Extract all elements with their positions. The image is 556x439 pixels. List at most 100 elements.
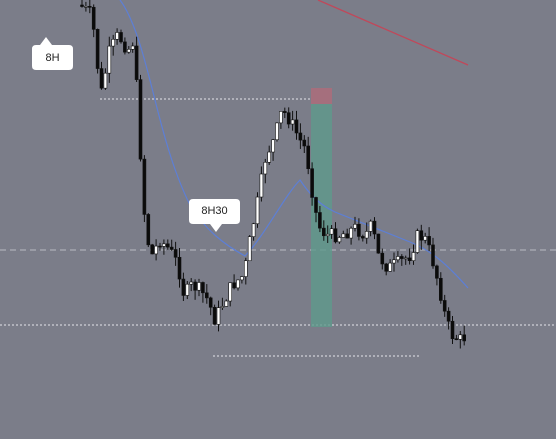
candle-body [240,276,244,281]
candle-body [232,282,236,289]
candle-body [88,6,92,8]
candle-body [329,228,334,235]
candle-body [138,79,143,160]
candle-body [282,111,287,113]
candle-body [411,252,416,261]
candle-body [107,45,112,74]
candle-body [396,256,400,261]
candle-body [333,228,338,243]
candle-body [372,220,377,235]
candle-body [302,139,307,147]
moving-average [119,0,469,289]
candle-body [220,306,225,308]
candle-body [263,161,268,175]
candle-body [423,236,428,241]
candle-body [349,227,353,239]
candles [80,0,467,349]
candle-body [259,173,264,198]
candle-body [450,320,455,340]
candle-body [146,214,151,246]
stop-zone [311,88,332,104]
candle-body [169,246,174,250]
candle-body [251,223,256,237]
candle-body [384,263,389,272]
candle-body [271,139,275,153]
candle-body [399,256,404,259]
candle-body [158,245,162,248]
candle-body [267,151,272,163]
candle-body [306,145,311,169]
candle-body [177,256,182,280]
candle-body [111,38,115,47]
candle-body [360,236,365,239]
candle-body [99,68,104,89]
candle-body [462,334,467,342]
candle-body [130,45,135,50]
candle-body [368,220,373,232]
candle-body [197,282,201,291]
candle-body [193,281,197,291]
candle-body [314,197,318,213]
candle-body [95,29,100,69]
candle-body [236,279,240,289]
candle-body [103,72,108,89]
candle-body [458,334,463,340]
candle-body [255,196,260,225]
candle-body [80,4,84,7]
label-8h: 8H [32,37,73,70]
candle-body [345,233,350,239]
candle-body [142,158,147,215]
candle-body [123,41,127,53]
candle-body [442,300,447,312]
candle-body [380,252,385,265]
candle-body [208,297,213,308]
candle-body [415,230,420,253]
candle-body [134,45,139,80]
candle-body [205,292,209,299]
candle-body [392,259,396,264]
candle-body [454,338,459,341]
candle-body [224,300,229,307]
candle-body [298,132,303,141]
candle-body [419,230,424,241]
candle-body [173,249,178,258]
candle-body [341,233,346,238]
candle-body [325,233,330,237]
candle-body [228,282,232,302]
candle-body [446,310,451,322]
candle-body [84,6,88,8]
candle-body [438,277,443,301]
candle-body [318,212,322,229]
candle-body [403,257,408,260]
label-box [189,199,240,232]
candle-body [357,223,361,237]
candle-body [435,265,439,279]
candle-body [376,233,381,254]
candle-body [247,236,252,262]
candle-body [337,237,342,243]
candle-body [127,49,131,53]
candle-body [201,282,205,294]
candle-body [388,262,392,272]
candle-body [154,245,158,255]
candle-body [91,6,96,30]
candle-body [275,122,279,141]
label-text: 8H30 [201,205,227,217]
candle-body [364,231,369,239]
candle-body [279,111,283,124]
candle-body [294,119,299,134]
label-8h30: 8H30 [189,199,240,232]
candle-body [244,260,248,277]
candle-body [431,244,435,267]
label-text: 8H [45,52,59,64]
candle-body [216,307,221,325]
candle-body [310,168,314,198]
candle-body [119,32,123,43]
candle-body [115,32,119,40]
candle-body [321,227,326,237]
candle-body [353,223,357,229]
candle-body [212,306,217,325]
candle-body [427,236,431,246]
